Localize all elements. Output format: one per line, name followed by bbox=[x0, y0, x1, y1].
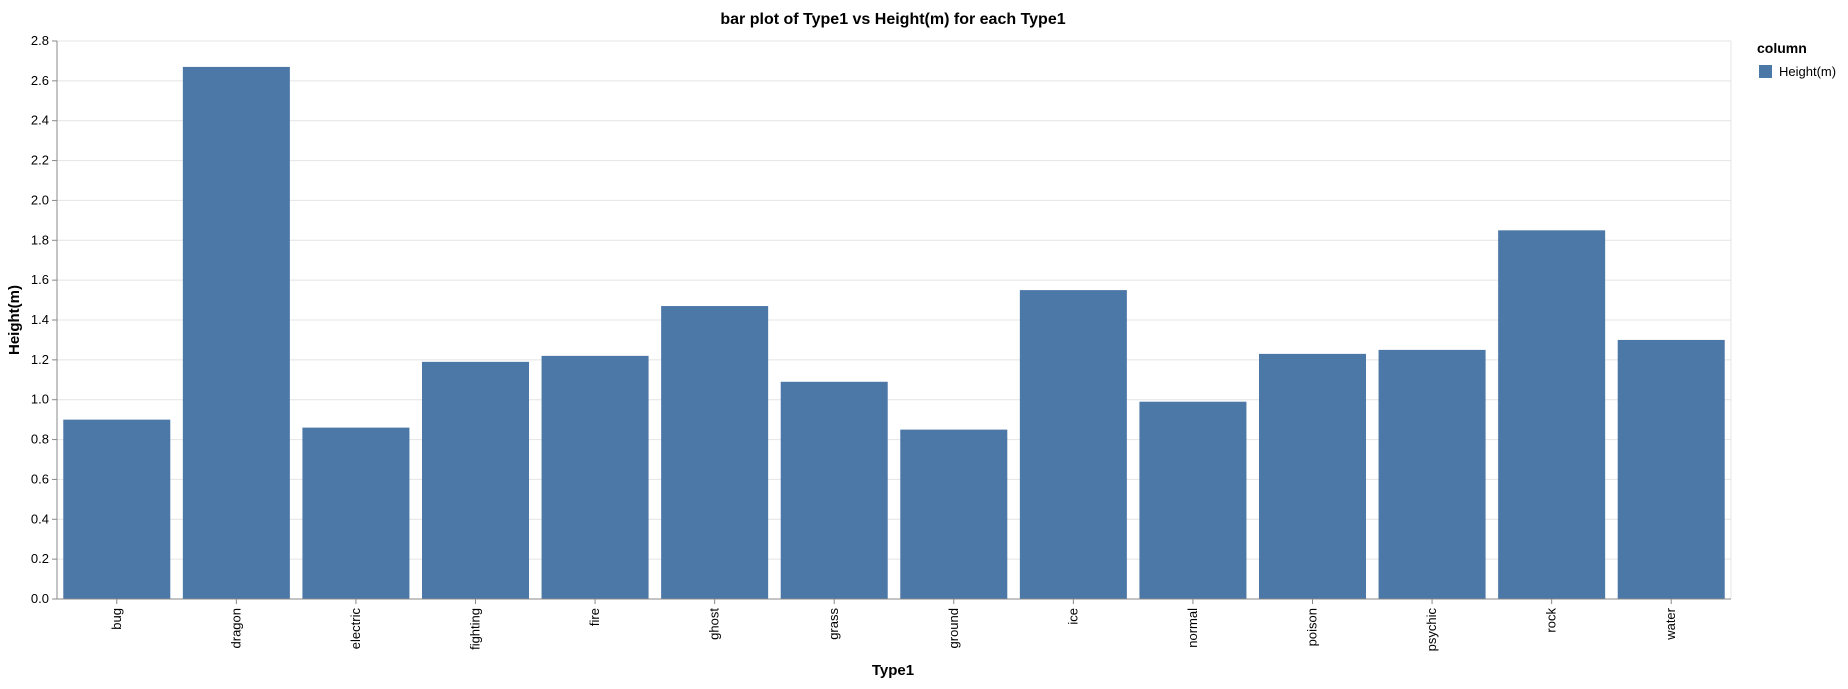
y-tick-label: 1.6 bbox=[31, 272, 49, 287]
y-tick-label: 2.2 bbox=[31, 153, 49, 168]
x-axis-title: Type1 bbox=[872, 662, 914, 679]
x-tick-label: water bbox=[1663, 607, 1678, 640]
y-axis-title: Height(m) bbox=[6, 285, 23, 355]
x-tick-label: fire bbox=[587, 608, 602, 626]
bar-ice bbox=[1019, 290, 1127, 599]
x-tick-label: ghost bbox=[707, 608, 722, 640]
x-tick-label: normal bbox=[1185, 608, 1200, 648]
x-tick-label: grass bbox=[826, 608, 841, 640]
x-tick-label: rock bbox=[1544, 608, 1559, 633]
y-tick-label: 1.4 bbox=[31, 312, 49, 327]
y-tick-label: 1.0 bbox=[31, 392, 49, 407]
bar-ground bbox=[900, 429, 1008, 599]
x-tick-label: bug bbox=[109, 608, 124, 630]
y-tick-label: 1.8 bbox=[31, 232, 49, 247]
y-tick-label: 2.0 bbox=[31, 192, 49, 207]
bar-fire bbox=[541, 355, 649, 599]
y-tick-label: 0.8 bbox=[31, 432, 49, 447]
y-tick-label: 0.0 bbox=[31, 591, 49, 606]
y-tick-label: 2.4 bbox=[31, 113, 49, 128]
bar-rock bbox=[1498, 230, 1606, 600]
legend-swatch bbox=[1759, 65, 1772, 78]
chart-title: bar plot of Type1 vs Height(m) for each … bbox=[720, 11, 1065, 28]
y-tick-label: 2.8 bbox=[31, 33, 49, 48]
gridlines bbox=[57, 40, 1732, 600]
x-tick-label: fighting bbox=[468, 608, 483, 650]
bar-ghost bbox=[661, 306, 769, 599]
legend-entry-label: Height(m) bbox=[1779, 64, 1836, 79]
x-tick-label: psychic bbox=[1424, 608, 1439, 652]
axes: 0.0 0.2 0.4 0.6 0.8 1.0 1.2 1.4 1.6 1.8 2.0 2.2 2.4 2… bbox=[31, 33, 1731, 651]
bar-fighting bbox=[421, 361, 530, 599]
bar-electric bbox=[302, 427, 410, 599]
bar-bug bbox=[63, 419, 171, 599]
y-tick-label: 0.4 bbox=[31, 511, 49, 526]
bar-normal bbox=[1139, 401, 1247, 599]
legend: column Height(m) bbox=[1757, 40, 1836, 79]
y-tick-label: 1.2 bbox=[31, 352, 49, 367]
y-tick-label: 2.6 bbox=[31, 73, 49, 88]
bar-poison bbox=[1258, 353, 1367, 599]
bar-dragon bbox=[182, 66, 290, 599]
x-tick-label: ice bbox=[1065, 608, 1080, 625]
bar-grass bbox=[780, 381, 888, 599]
legend-title: column bbox=[1757, 40, 1807, 56]
x-tick-label: ground bbox=[946, 608, 961, 648]
bar-water bbox=[1617, 339, 1725, 599]
x-tick-label: dragon bbox=[228, 608, 243, 648]
y-tick-label: 0.2 bbox=[31, 551, 49, 566]
y-tick-label: 0.6 bbox=[31, 471, 49, 486]
x-tick-label: poison bbox=[1305, 608, 1320, 646]
bar-psychic bbox=[1378, 349, 1486, 599]
x-tick-label: electric bbox=[348, 608, 363, 650]
bars bbox=[63, 66, 1725, 600]
